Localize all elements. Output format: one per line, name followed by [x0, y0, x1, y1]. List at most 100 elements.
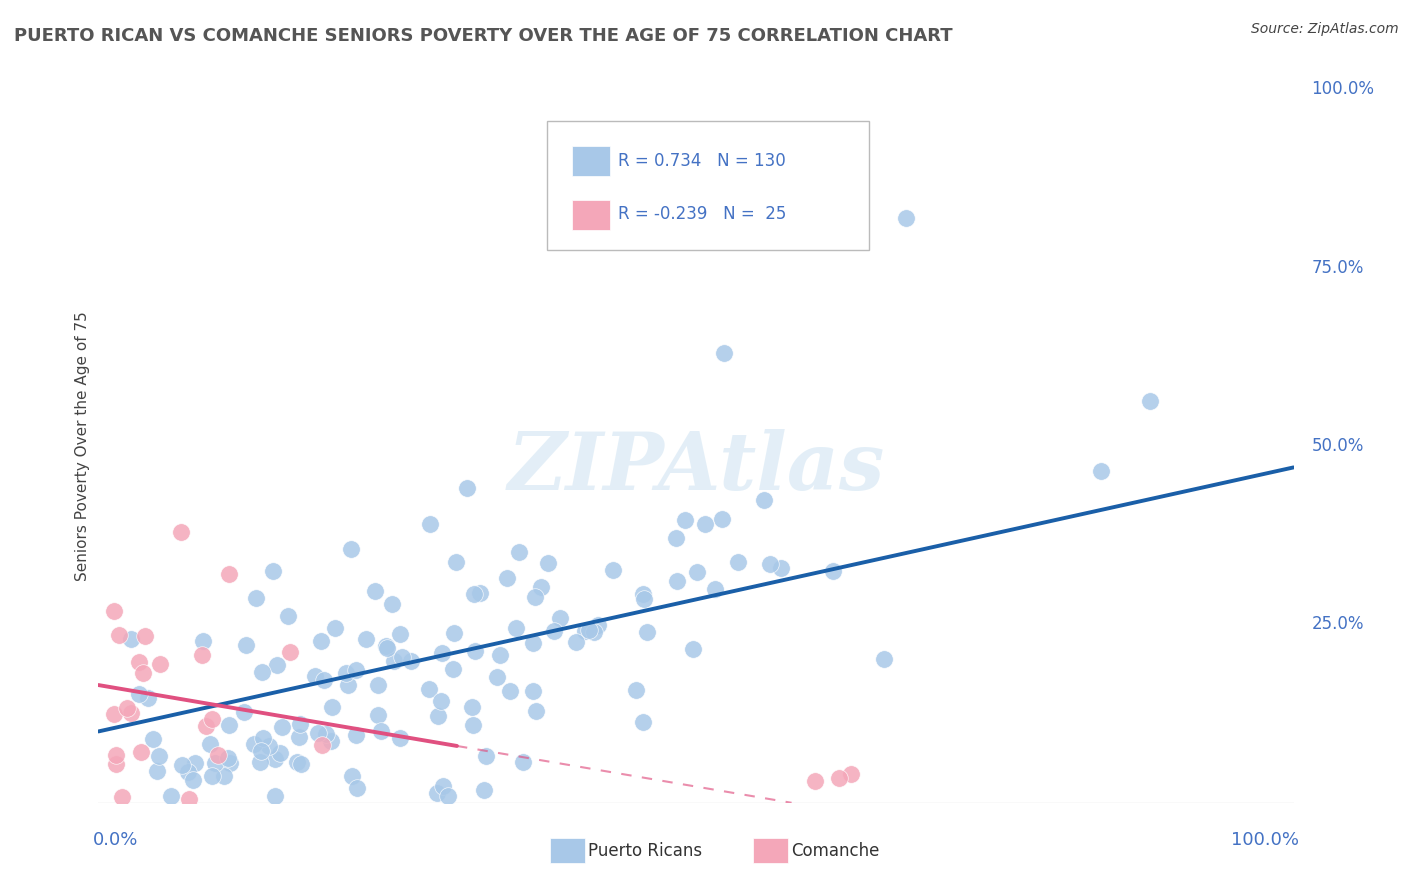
Point — [201, 769, 224, 783]
Y-axis label: Seniors Poverty Over the Age of 75: Seniors Poverty Over the Age of 75 — [75, 311, 90, 581]
Point — [602, 563, 624, 577]
Text: R = 0.734   N = 130: R = 0.734 N = 130 — [619, 152, 786, 169]
Point — [524, 590, 547, 604]
Text: ZIPAtlas: ZIPAtlas — [508, 429, 884, 506]
FancyBboxPatch shape — [572, 200, 610, 230]
Point — [128, 655, 150, 669]
Point — [522, 683, 544, 698]
Point — [290, 756, 312, 771]
Point — [184, 756, 207, 771]
Point — [823, 564, 845, 578]
Point — [170, 524, 193, 539]
Point — [120, 632, 142, 646]
Point — [160, 789, 183, 803]
Point — [263, 789, 285, 803]
Point — [530, 580, 553, 594]
Point — [312, 673, 335, 687]
Point — [250, 744, 273, 758]
Point — [375, 640, 398, 655]
Point — [475, 748, 498, 763]
Point — [464, 643, 486, 657]
Point — [526, 705, 548, 719]
FancyBboxPatch shape — [550, 838, 585, 863]
Point — [319, 734, 342, 748]
Point — [367, 707, 389, 722]
Point — [132, 666, 155, 681]
Point — [499, 684, 522, 698]
Text: Source: ZipAtlas.com: Source: ZipAtlas.com — [1251, 22, 1399, 37]
Point — [304, 669, 326, 683]
Point — [271, 720, 294, 734]
Point — [426, 786, 449, 800]
Point — [198, 737, 221, 751]
Point — [105, 747, 128, 762]
Point — [105, 757, 128, 772]
Point — [710, 512, 733, 526]
Point — [309, 633, 332, 648]
Point — [548, 611, 571, 625]
Point — [429, 694, 451, 708]
Point — [375, 639, 398, 653]
Point — [578, 623, 600, 637]
Point — [391, 650, 413, 665]
Point — [204, 756, 226, 770]
Point — [218, 567, 240, 582]
Point — [128, 687, 150, 701]
Point — [631, 715, 654, 730]
Point — [263, 752, 285, 766]
Point — [713, 346, 735, 360]
Point — [673, 513, 696, 527]
Point — [388, 731, 411, 745]
Point — [437, 789, 460, 803]
Text: 0.0%: 0.0% — [93, 831, 138, 849]
Point — [512, 755, 534, 769]
Point — [252, 731, 274, 745]
Point — [686, 565, 709, 579]
Point — [633, 591, 655, 606]
Point — [177, 765, 200, 780]
Point — [703, 582, 725, 597]
Point — [583, 625, 606, 640]
Point — [335, 665, 357, 680]
Point — [277, 608, 299, 623]
Point — [191, 648, 214, 662]
Point — [367, 678, 389, 692]
Point — [418, 682, 440, 697]
Point — [201, 712, 224, 726]
Point — [111, 789, 134, 804]
FancyBboxPatch shape — [572, 146, 610, 177]
Point — [752, 492, 775, 507]
Point — [565, 635, 588, 649]
Text: 100.0%: 100.0% — [1312, 80, 1375, 98]
Point — [262, 564, 284, 578]
Point — [505, 621, 527, 635]
Point — [108, 628, 131, 642]
Point — [456, 481, 478, 495]
Point — [841, 767, 863, 781]
Point — [290, 717, 312, 731]
Point — [321, 700, 343, 714]
Point — [181, 773, 204, 788]
Point — [339, 542, 361, 557]
Point — [468, 586, 491, 600]
Point — [117, 701, 139, 715]
Point — [693, 517, 716, 532]
Point — [307, 726, 329, 740]
FancyBboxPatch shape — [547, 121, 869, 250]
Point — [170, 758, 193, 772]
Point — [461, 700, 484, 714]
Point — [804, 774, 827, 789]
Point — [269, 746, 291, 760]
Point — [631, 587, 654, 601]
Point — [382, 654, 405, 668]
Point — [828, 771, 851, 785]
Point — [344, 728, 367, 742]
Point — [1139, 393, 1161, 408]
Point — [344, 663, 367, 677]
Point — [896, 211, 918, 225]
Point — [485, 670, 508, 684]
Point — [443, 626, 465, 640]
Point — [522, 636, 544, 650]
Point — [142, 731, 165, 746]
Point — [218, 756, 240, 770]
